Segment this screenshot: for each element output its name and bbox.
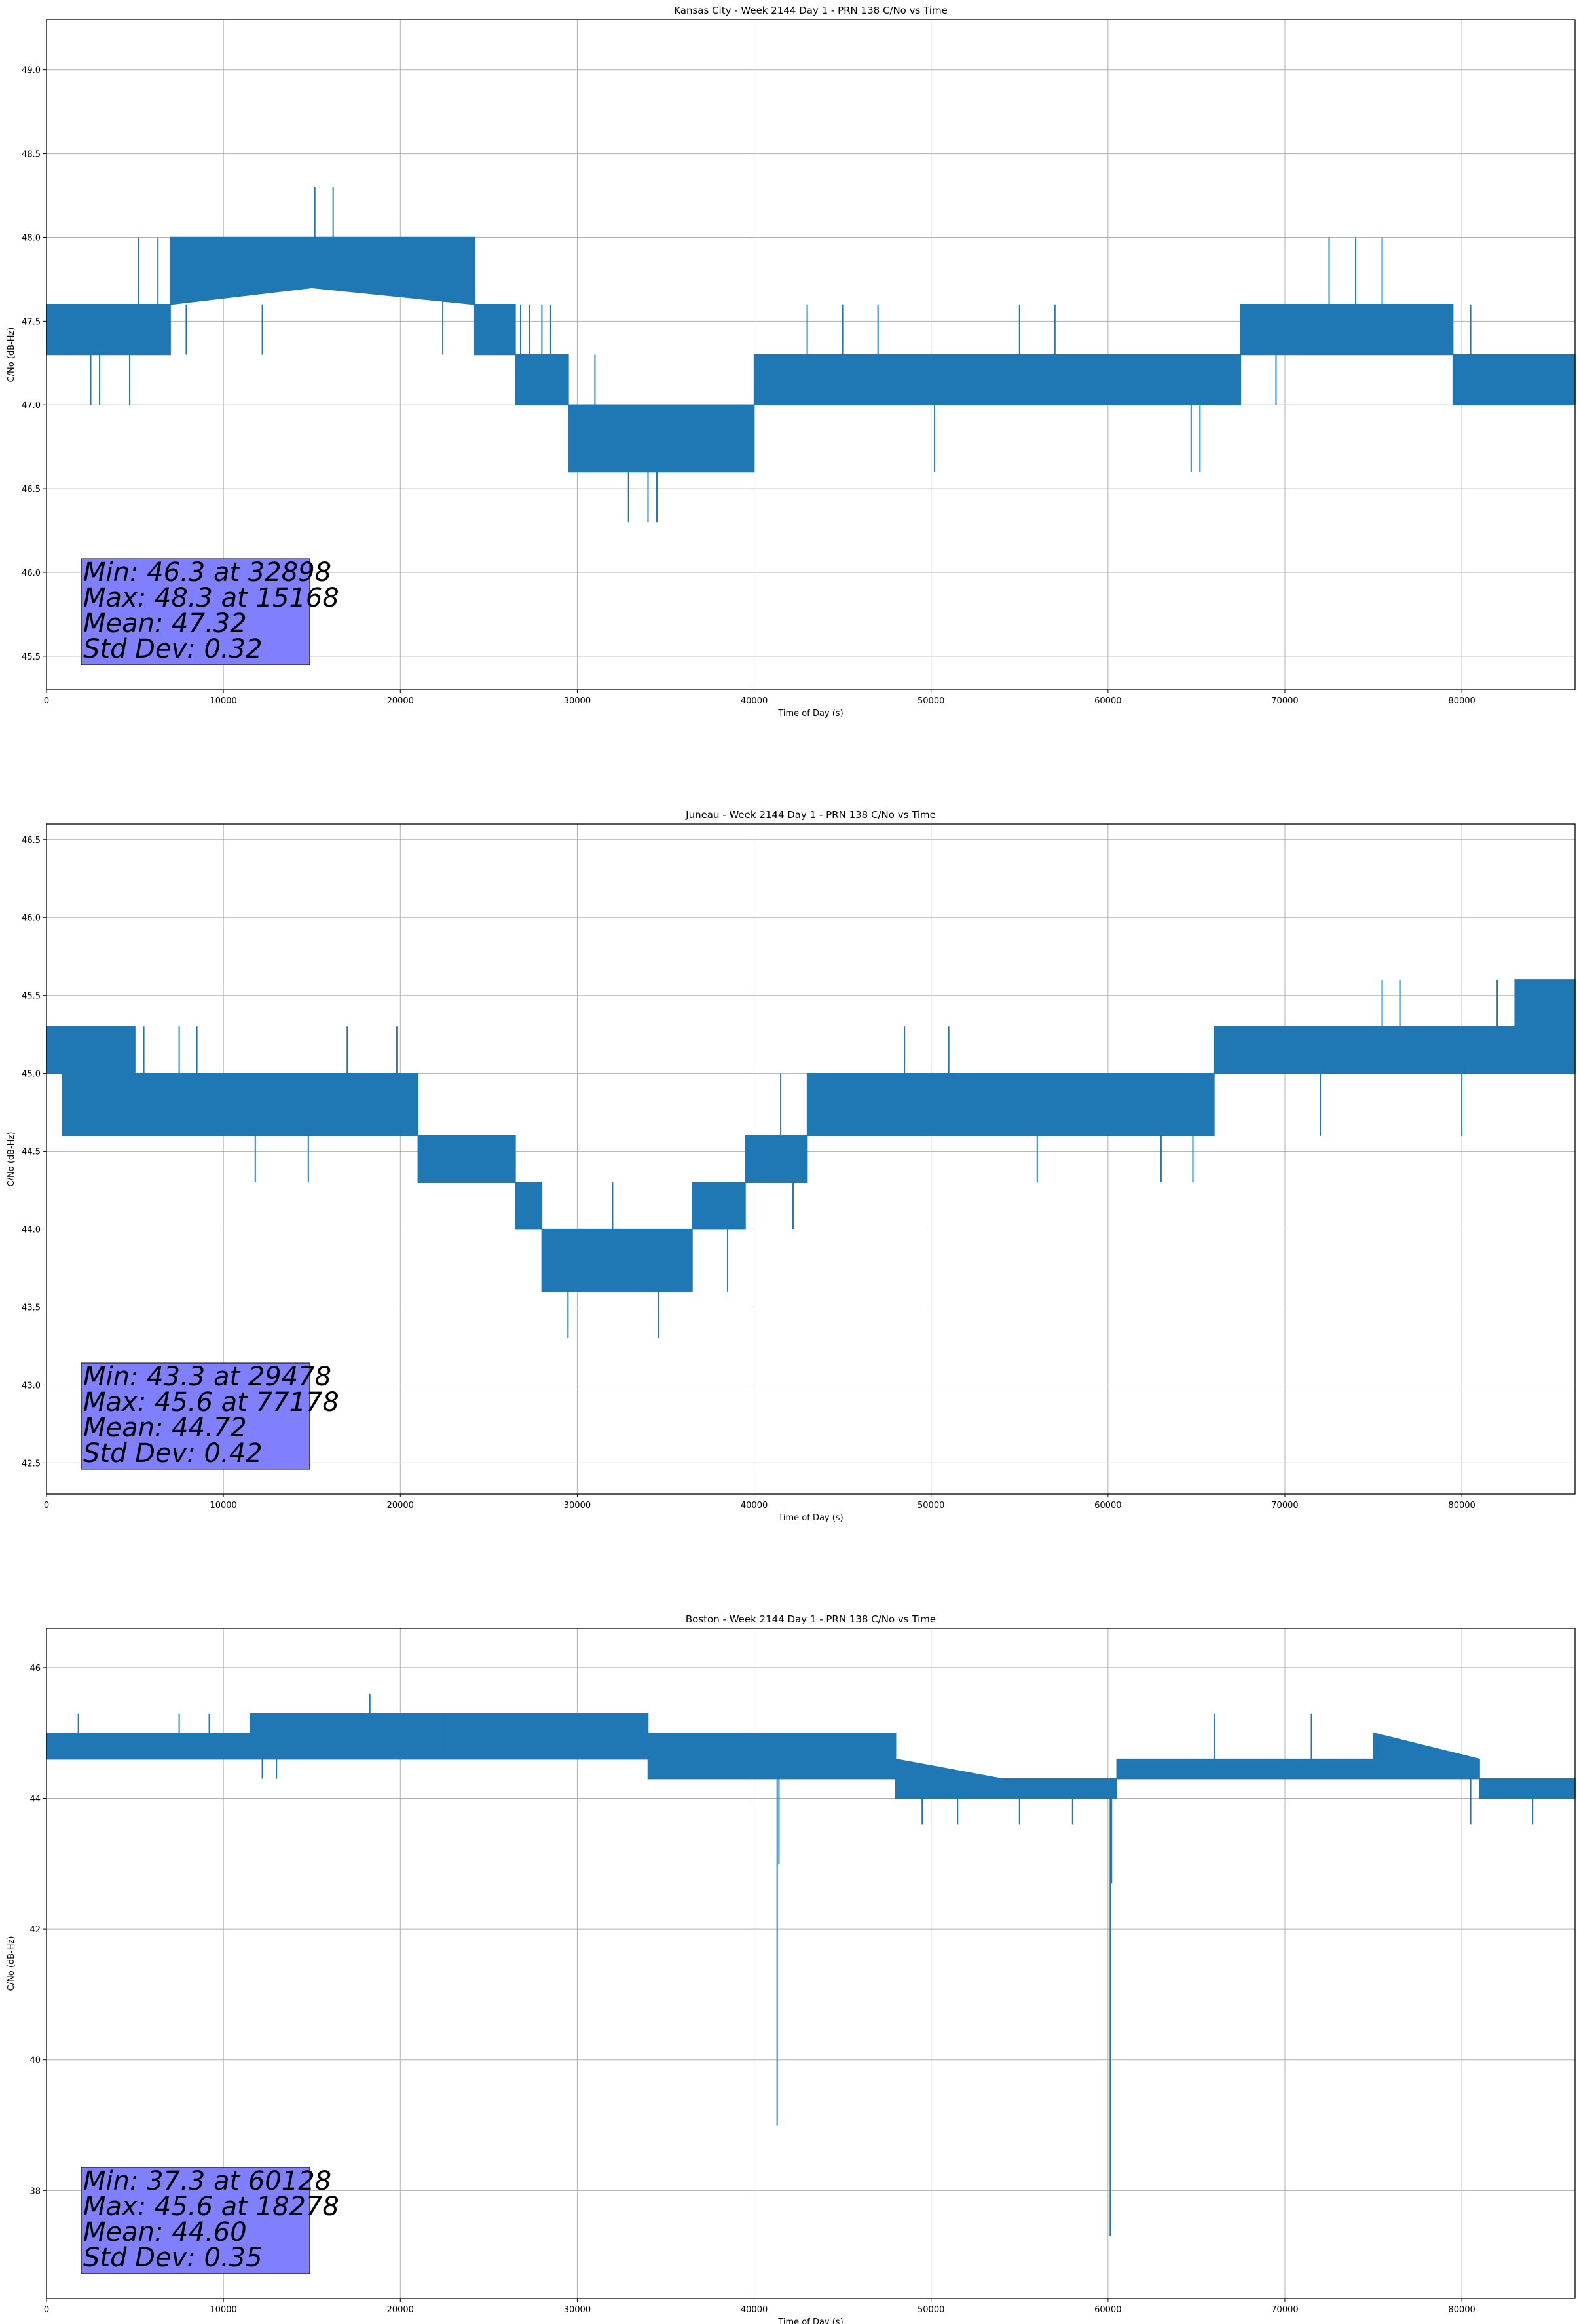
- axis-ticks: 0 10000 20000 30000 40000 50000 60000 70000 8000…: [29, 1664, 1475, 2315]
- plot-frame: [46, 823, 1576, 1495]
- y-tick-label: 44.5: [22, 1148, 41, 1157]
- x-tick-label: 10000: [210, 1501, 236, 1510]
- y-tick-label: 47.0: [22, 401, 41, 411]
- x-tick-label: 10000: [210, 696, 236, 706]
- stats-max: Max: 48.3 at 15168: [83, 583, 339, 613]
- juneau-chart: 0 10000 20000 30000 40000 50000 60000 70000 8000…: [7, 809, 1576, 1523]
- x-tick-label: 0: [44, 2305, 49, 2315]
- x-tick-label: 70000: [1271, 2305, 1298, 2315]
- grid: [46, 824, 1575, 1494]
- x-tick-label: 60000: [1094, 1501, 1121, 1510]
- x-tick-label: 50000: [918, 696, 944, 706]
- y-tick-label: 42: [29, 1925, 41, 1935]
- stats-min: Min: 37.3 at 60128: [83, 2166, 331, 2196]
- x-tick-label: 40000: [741, 696, 768, 706]
- x-tick-label: 50000: [918, 2305, 944, 2315]
- x-tick-label: 20000: [387, 1501, 414, 1510]
- data-series: [46, 1693, 1576, 2237]
- chart-title: Juneau - Week 2144 Day 1 - PRN 138 C/No …: [685, 809, 936, 821]
- y-tick-label: 43.0: [22, 1381, 41, 1391]
- y-tick-label: 44: [29, 1794, 41, 1804]
- y-tick-label: 46.0: [22, 914, 41, 924]
- x-tick-label: 0: [44, 696, 49, 706]
- y-tick-label: 45.0: [22, 1070, 41, 1079]
- axis-ticks: 0 10000 20000 30000 40000 50000 60000 70000 8000…: [22, 66, 1475, 706]
- x-tick-label: 80000: [1448, 696, 1475, 706]
- y-axis-label: C/No (dB-Hz): [7, 1936, 16, 1991]
- y-tick-label: 46.5: [22, 485, 41, 495]
- y-tick-label: 42.5: [22, 1459, 41, 1469]
- x-tick-label: 70000: [1271, 696, 1298, 706]
- x-tick-label: 60000: [1094, 696, 1121, 706]
- x-tick-label: 20000: [387, 696, 414, 706]
- stats-box: Min: 46.3 at 32898 Max: 48.3 at 15168 Me…: [81, 557, 339, 665]
- kansas-city-chart: 0 10000 20000 30000 40000 50000 60000 70000 8000…: [7, 5, 1576, 719]
- y-tick-label: 40: [29, 2056, 41, 2066]
- x-axis-label: Time of Day (s): [777, 2317, 843, 2324]
- y-tick-label: 38: [29, 2186, 41, 2196]
- stats-mean: Mean: 44.60: [83, 2217, 247, 2247]
- y-tick-label: 47.5: [22, 317, 41, 327]
- x-tick-label: 0: [44, 1501, 49, 1510]
- stats-max: Max: 45.6 at 77178: [83, 1387, 339, 1417]
- x-tick-label: 60000: [1094, 2305, 1121, 2315]
- x-tick-label: 70000: [1271, 1501, 1298, 1510]
- stats-mean: Mean: 47.32: [83, 609, 247, 639]
- stats-min: Min: 46.3 at 32898: [83, 557, 331, 588]
- y-tick-label: 49.0: [22, 66, 41, 76]
- stats-std-dev: Std Dev: 0.42: [83, 1438, 263, 1469]
- plot-frame: [46, 19, 1576, 690]
- chart-title: Boston - Week 2144 Day 1 - PRN 138 C/No …: [686, 1613, 936, 1625]
- x-tick-label: 50000: [918, 1501, 944, 1510]
- axis-ticks: 0 10000 20000 30000 40000 50000 60000 70000 8000…: [22, 836, 1475, 1510]
- x-tick-label: 80000: [1448, 2305, 1475, 2315]
- y-tick-label: 45.5: [22, 652, 41, 662]
- stats-std-dev: Std Dev: 0.32: [83, 634, 263, 664]
- plot-frame: [46, 1628, 1576, 2299]
- grid: [46, 20, 1575, 690]
- grid: [46, 1628, 1575, 2298]
- x-tick-label: 10000: [210, 2305, 236, 2315]
- stats-box-background: [81, 1362, 310, 1470]
- x-axis-label: Time of Day (s): [777, 709, 843, 719]
- y-tick-label: 46: [29, 1664, 41, 1674]
- x-tick-label: 20000: [387, 2305, 414, 2315]
- x-tick-label: 30000: [564, 2305, 591, 2315]
- y-tick-label: 46.0: [22, 569, 41, 578]
- stats-box: Min: 37.3 at 60128 Max: 45.6 at 18278 Me…: [81, 2166, 339, 2274]
- x-tick-label: 40000: [741, 2305, 768, 2315]
- y-axis-label: C/No (dB-Hz): [7, 328, 16, 383]
- y-tick-label: 43.5: [22, 1303, 41, 1313]
- stats-box-background: [81, 558, 310, 665]
- stats-box-background: [81, 2167, 310, 2274]
- x-axis-label: Time of Day (s): [777, 1513, 843, 1523]
- x-tick-label: 40000: [741, 1501, 768, 1510]
- y-tick-label: 45.5: [22, 992, 41, 1002]
- y-tick-label: 48.5: [22, 150, 41, 160]
- x-tick-label: 30000: [564, 1501, 591, 1510]
- stats-min: Min: 43.3 at 29478: [83, 1362, 331, 1392]
- y-axis-label: C/No (dB-Hz): [7, 1132, 16, 1187]
- x-tick-label: 30000: [564, 696, 591, 706]
- stats-box: Min: 43.3 at 29478 Max: 45.6 at 77178 Me…: [81, 1362, 339, 1470]
- stats-max: Max: 45.6 at 18278: [83, 2192, 339, 2222]
- y-tick-label: 44.0: [22, 1226, 41, 1235]
- y-tick-label: 48.0: [22, 233, 41, 243]
- stats-std-dev: Std Dev: 0.35: [83, 2243, 263, 2273]
- stats-mean: Mean: 44.72: [83, 1413, 247, 1443]
- x-tick-label: 80000: [1448, 1501, 1475, 1510]
- boston-chart: 0 10000 20000 30000 40000 50000 60000 70000 8000…: [7, 1613, 1576, 2324]
- chart-title: Kansas City - Week 2144 Day 1 - PRN 138 …: [674, 5, 948, 16]
- y-tick-label: 46.5: [22, 836, 41, 846]
